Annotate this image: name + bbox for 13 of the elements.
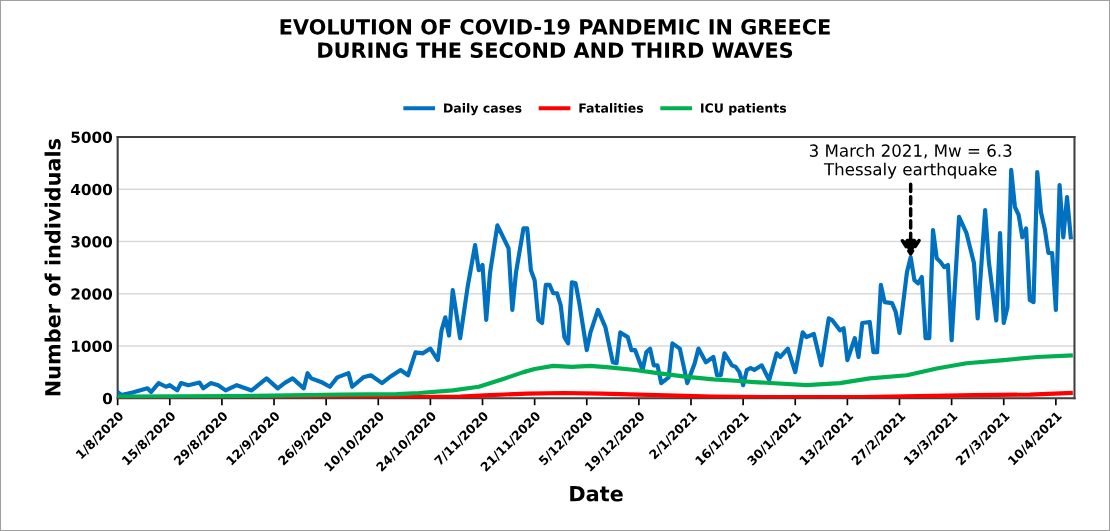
y-tick-label: 3000	[71, 235, 113, 248]
legend-label: ICU patients	[701, 103, 787, 116]
y-tick-label: 1000	[72, 340, 113, 353]
y-axis-title: Number of individuals	[44, 138, 61, 396]
x-axis-title: Date	[570, 486, 623, 502]
legend-label: Daily cases	[444, 103, 522, 116]
y-tick-label: 5000	[71, 131, 113, 144]
annotation: 3 March 2021, Mw = 6.3 Thessaly earthquake	[809, 144, 1012, 179]
y-tick-label: 2000	[71, 288, 113, 300]
y-tick-label: 4000	[70, 183, 113, 196]
legend-label: Fatalities	[579, 103, 644, 113]
chart-title: EVOLUTION OF COVID-19 PANDEMIC IN GREECE DURING THE SECOND AND THIRD WAVES	[280, 18, 830, 59]
y-tick-label: 0	[102, 392, 113, 405]
